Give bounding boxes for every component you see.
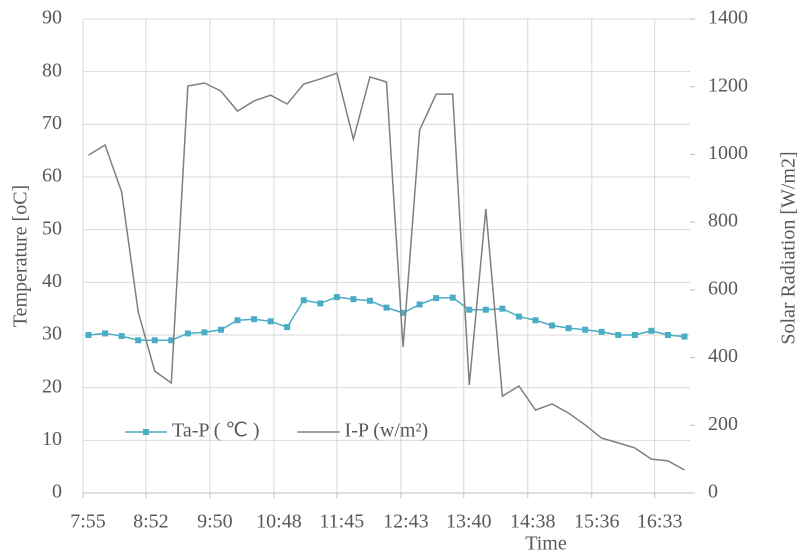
x-tick-label: 9:50	[197, 511, 233, 533]
marker	[449, 294, 456, 301]
marker	[168, 337, 175, 344]
marker	[466, 306, 473, 313]
x-tick-label: 7:55	[70, 511, 106, 533]
y-tick-label: 10	[42, 428, 62, 450]
y-tick-label: 40	[42, 270, 62, 292]
marker	[300, 297, 307, 304]
legend-label: Ta-P ( ℃ )	[172, 420, 260, 442]
x-tick-label: 14:38	[510, 511, 556, 533]
marker	[251, 316, 258, 323]
marker	[499, 305, 506, 312]
marker	[234, 317, 241, 324]
legend-marker	[143, 429, 149, 435]
y-tick-label: 0	[52, 481, 62, 503]
y-tick-label: 20	[42, 375, 62, 397]
marker	[582, 326, 589, 333]
marker	[598, 328, 605, 335]
marker	[333, 294, 340, 301]
marker	[664, 332, 671, 338]
marker	[366, 297, 373, 304]
y-tick-label: 50	[42, 217, 62, 239]
x-tick-label: 10:48	[256, 511, 302, 533]
y2-axis-label: Solar Radiation [W/m2]	[778, 151, 800, 344]
marker	[201, 329, 208, 336]
marker	[515, 313, 522, 320]
y2-tick-label: 200	[708, 413, 738, 435]
marker	[416, 301, 423, 308]
marker	[135, 337, 142, 344]
marker	[681, 333, 688, 340]
x-tick-label: 8:52	[133, 511, 169, 533]
y2-tick-label: 1400	[708, 7, 748, 29]
series-line	[88, 296, 685, 342]
x-tick-label: 15:36	[574, 511, 620, 533]
marker	[85, 332, 92, 338]
x-tick-label: 12:43	[383, 511, 429, 533]
legend-label: I-P (w/m²)	[345, 420, 429, 442]
marker	[648, 327, 655, 334]
marker	[118, 333, 125, 340]
x-tick-label: 13:40	[446, 511, 492, 533]
marker	[433, 295, 440, 302]
marker	[151, 337, 158, 344]
series-line	[88, 72, 685, 471]
marker	[631, 332, 638, 338]
marker	[615, 332, 622, 338]
y2-tick-label: 1200	[708, 74, 748, 96]
y-axis-label: Temperature [oC]	[10, 185, 32, 327]
x-tick-label: 11:45	[319, 511, 364, 533]
marker	[549, 322, 556, 329]
marker	[217, 326, 224, 333]
x-axis-label: Time	[525, 533, 567, 555]
marker	[184, 330, 191, 337]
y-tick-label: 30	[42, 323, 62, 345]
marker	[482, 306, 489, 313]
y-tick-label: 70	[42, 112, 62, 134]
y2-tick-label: 800	[708, 210, 738, 232]
marker	[317, 300, 324, 307]
y2-tick-label: 0	[708, 481, 718, 503]
x-tick-label: 16:33	[637, 511, 683, 533]
y2-tick-label: 400	[708, 345, 738, 367]
marker	[565, 325, 572, 332]
y2-tick-label: 600	[708, 277, 738, 299]
marker	[532, 317, 539, 324]
marker	[400, 309, 407, 316]
y-tick-label: 60	[42, 165, 62, 187]
y2-tick-label: 1000	[708, 142, 748, 164]
y-tick-label: 90	[42, 7, 62, 29]
y-tick-label: 80	[42, 59, 62, 81]
marker	[350, 296, 357, 303]
marker	[284, 324, 291, 331]
marker	[102, 330, 109, 337]
marker	[267, 318, 274, 325]
marker	[383, 304, 390, 311]
